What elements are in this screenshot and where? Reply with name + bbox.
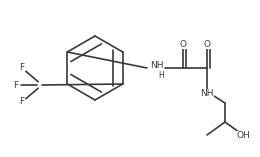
Text: NH: NH: [200, 89, 214, 97]
Text: F: F: [14, 81, 18, 89]
Text: OH: OH: [236, 130, 250, 140]
Text: O: O: [204, 40, 211, 49]
Text: O: O: [179, 40, 186, 49]
Text: F: F: [20, 63, 24, 73]
Text: H: H: [158, 71, 164, 81]
Text: F: F: [20, 97, 24, 106]
Text: NH: NH: [150, 62, 164, 70]
